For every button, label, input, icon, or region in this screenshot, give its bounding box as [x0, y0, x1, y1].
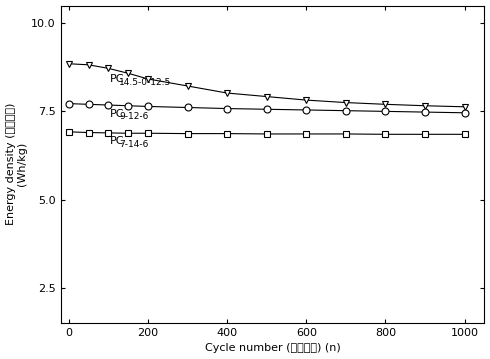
Text: PC: PC: [110, 109, 125, 119]
Y-axis label: Energy density (能量密度)
(Wh/kg): Energy density (能量密度) (Wh/kg): [5, 103, 27, 225]
X-axis label: Cycle number (循环次数) (n): Cycle number (循环次数) (n): [205, 344, 341, 354]
Text: PC: PC: [110, 74, 125, 84]
Text: PC: PC: [110, 136, 125, 146]
Text: 14.5-0-12.5: 14.5-0-12.5: [120, 78, 172, 87]
Text: 7-14-6: 7-14-6: [120, 140, 149, 149]
Text: 9-12-6: 9-12-6: [120, 112, 149, 121]
